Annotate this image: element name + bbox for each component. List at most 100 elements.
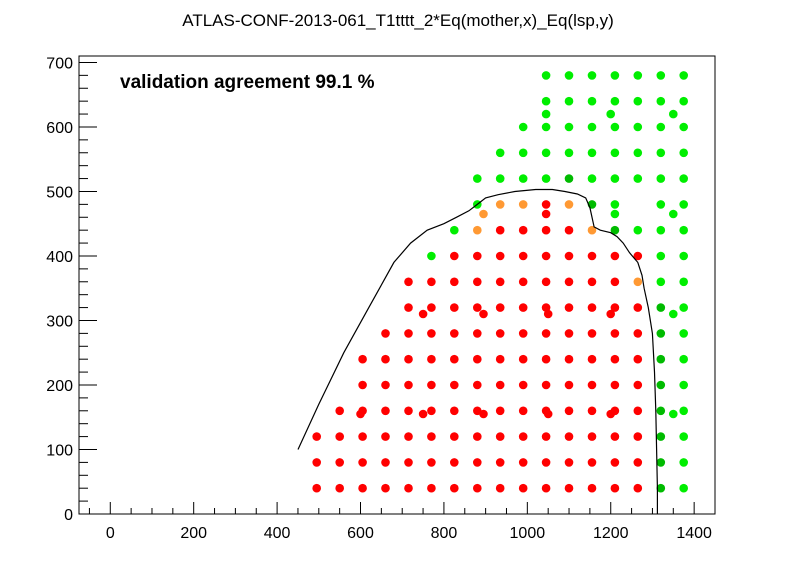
data-point-red xyxy=(404,303,413,312)
data-point-red xyxy=(418,409,428,419)
data-point-red xyxy=(450,303,459,312)
data-point-red xyxy=(541,277,551,287)
data-point-red xyxy=(610,432,620,441)
x-tick-label: 1400 xyxy=(676,525,712,542)
data-point-green xyxy=(473,174,482,183)
data-point-red xyxy=(633,406,643,416)
data-point-red xyxy=(610,303,620,312)
data-point-red xyxy=(564,483,574,493)
data-point-red xyxy=(495,483,505,493)
data-point-red xyxy=(479,409,488,419)
data-point-red xyxy=(335,432,345,441)
data-point-green xyxy=(541,122,551,132)
data-point-green xyxy=(679,277,688,287)
data-point-darkgreen xyxy=(656,329,666,338)
data-point-red xyxy=(564,432,574,441)
data-point-green xyxy=(633,174,643,183)
x-tick-label: 0 xyxy=(106,525,115,542)
data-point-red xyxy=(541,483,551,493)
y-tick-label: 0 xyxy=(64,507,73,524)
data-point-red xyxy=(495,251,505,261)
data-point-darkgreen xyxy=(656,406,666,416)
data-point-red xyxy=(610,380,620,390)
data-point-orange xyxy=(479,209,488,219)
data-point-green xyxy=(518,148,528,158)
data-point-red xyxy=(358,354,367,364)
data-point-red xyxy=(358,380,367,390)
x-tick-label: 800 xyxy=(431,525,458,542)
data-point-green xyxy=(679,71,688,80)
data-point-red xyxy=(610,458,620,467)
data-point-red xyxy=(587,251,597,261)
data-point-green xyxy=(679,303,688,312)
data-point-red xyxy=(381,432,390,441)
data-point-green xyxy=(669,409,678,419)
data-point-green xyxy=(656,251,666,261)
data-point-green xyxy=(587,122,597,132)
data-point-red xyxy=(404,483,413,493)
data-point-red xyxy=(450,329,459,338)
data-point-green xyxy=(564,96,574,106)
data-point-red xyxy=(495,406,505,416)
data-point-green xyxy=(541,109,551,119)
data-point-red xyxy=(312,458,322,467)
data-point-red xyxy=(473,458,482,467)
data-point-red xyxy=(633,251,643,261)
data-point-red xyxy=(587,277,597,287)
data-point-darkgreen xyxy=(656,483,666,493)
data-point-red xyxy=(564,251,574,261)
data-point-red xyxy=(418,309,428,319)
data-point-green xyxy=(679,96,688,106)
x-tick-label: 1200 xyxy=(593,525,629,542)
data-point-green xyxy=(679,329,688,338)
data-point-red xyxy=(587,458,597,467)
y-tick-label: 100 xyxy=(46,442,73,459)
data-point-green xyxy=(679,354,688,364)
data-point-green xyxy=(633,71,643,80)
data-point-red xyxy=(541,251,551,261)
data-point-green xyxy=(610,174,620,183)
data-point-green xyxy=(656,122,666,132)
data-point-red xyxy=(543,409,553,419)
data-point-red xyxy=(312,483,322,493)
data-point-green xyxy=(610,122,620,132)
data-point-red xyxy=(356,409,365,419)
data-point-green xyxy=(450,225,459,235)
data-point-green xyxy=(633,122,643,132)
data-point-red xyxy=(633,458,643,467)
data-point-orange xyxy=(495,200,505,209)
data-point-red xyxy=(450,458,459,467)
data-point-darkgreen xyxy=(656,432,666,441)
data-point-red xyxy=(358,483,367,493)
data-point-red xyxy=(495,458,505,467)
data-point-red xyxy=(381,483,390,493)
data-point-green xyxy=(564,122,574,132)
data-point-green xyxy=(518,122,528,132)
data-point-green xyxy=(679,432,688,441)
data-point-red xyxy=(404,354,413,364)
data-point-green xyxy=(679,148,688,158)
data-point-red xyxy=(541,225,551,235)
data-point-red xyxy=(610,483,620,493)
data-point-green xyxy=(656,148,666,158)
data-point-red xyxy=(587,303,597,312)
data-point-green xyxy=(679,251,688,261)
data-point-red xyxy=(610,277,620,287)
data-point-red xyxy=(610,354,620,364)
data-point-red xyxy=(335,483,345,493)
data-point-green xyxy=(656,96,666,106)
data-point-green xyxy=(587,148,597,158)
data-point-red xyxy=(564,303,574,312)
data-point-green xyxy=(656,277,666,287)
data-point-red xyxy=(381,406,390,416)
data-point-red xyxy=(633,380,643,390)
data-point-red xyxy=(473,303,482,312)
data-point-green xyxy=(679,122,688,132)
data-point-red xyxy=(381,458,390,467)
data-point-green xyxy=(610,96,620,106)
exclusion-contour xyxy=(297,188,658,514)
data-point-orange xyxy=(564,200,574,209)
data-point-red xyxy=(606,409,615,419)
data-point-red xyxy=(541,354,551,364)
data-point-green xyxy=(669,309,678,319)
